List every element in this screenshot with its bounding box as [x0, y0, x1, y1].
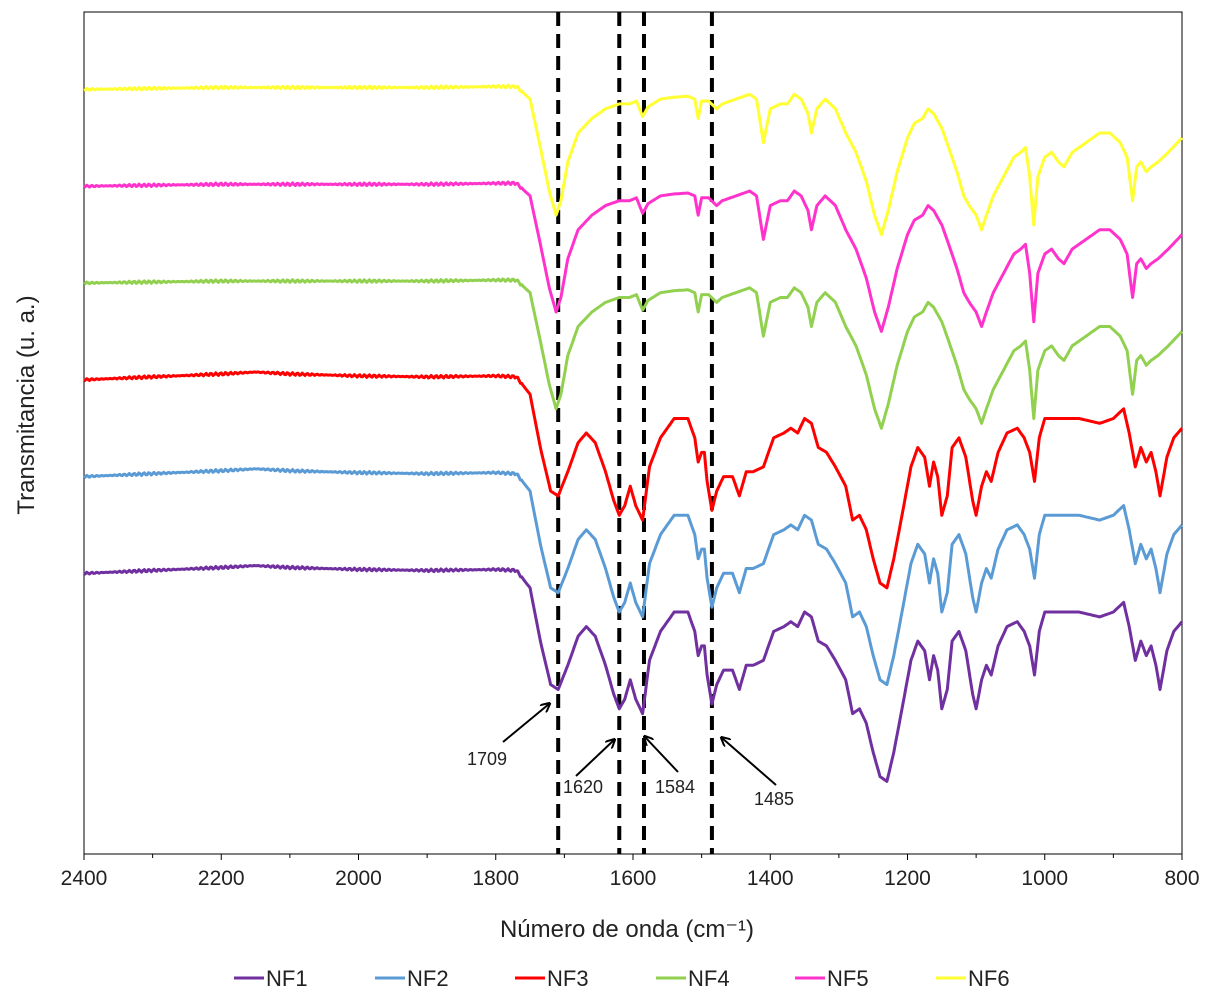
annotation-arrow — [722, 738, 777, 786]
legend-label-nf6: NF6 — [968, 966, 1010, 991]
x-tick-label: 2400 — [61, 867, 108, 890]
annotation-label: 1485 — [754, 789, 794, 809]
reference-lines — [556, 12, 714, 854]
series-lines — [83, 83, 1184, 783]
x-tick-label: 2000 — [335, 867, 382, 890]
series-line-nf4 — [83, 277, 1184, 430]
legend-label-nf3: NF3 — [547, 966, 589, 991]
annotation-label: 1620 — [563, 777, 603, 797]
x-axis: 2400 2200 2000 1800 1600 1400 1200 1000 800 — [61, 854, 1200, 890]
x-tick-label: 1400 — [747, 867, 794, 890]
x-axis-title: Número de onda (cm⁻¹) — [500, 916, 754, 943]
x-tick-label: 1600 — [610, 867, 657, 890]
series-line-nf3 — [83, 370, 1184, 590]
peak-annotations: 1709 1620 1584 1485 — [467, 704, 794, 809]
x-tick-label: 800 — [1164, 867, 1199, 890]
annotation-arrow — [502, 704, 549, 743]
annotation-label: 1709 — [467, 749, 507, 769]
x-tick-label: 1200 — [884, 867, 931, 890]
annotation-arrow — [645, 737, 679, 773]
x-tick-label: 1000 — [1021, 867, 1068, 890]
x-tick-label: 2200 — [198, 867, 245, 890]
y-axis-title: Transmitancia (u. a.) — [13, 295, 40, 514]
series-line-nf5 — [83, 180, 1184, 333]
annotation-arrow — [575, 740, 614, 777]
plot-area — [83, 11, 1183, 855]
legend-label-nf2: NF2 — [407, 966, 449, 991]
x-tick-label: 1800 — [472, 867, 519, 890]
annotation-label: 1584 — [655, 777, 695, 797]
series-line-nf6 — [83, 83, 1184, 237]
series-line-nf1 — [83, 564, 1184, 783]
legend: NF1 NF2 NF3 NF4 NF5 NF6 — [234, 966, 1010, 991]
legend-label-nf4: NF4 — [688, 966, 730, 991]
series-line-nf2 — [83, 467, 1184, 687]
legend-label-nf1: NF1 — [266, 966, 308, 991]
legend-label-nf5: NF5 — [827, 966, 869, 991]
